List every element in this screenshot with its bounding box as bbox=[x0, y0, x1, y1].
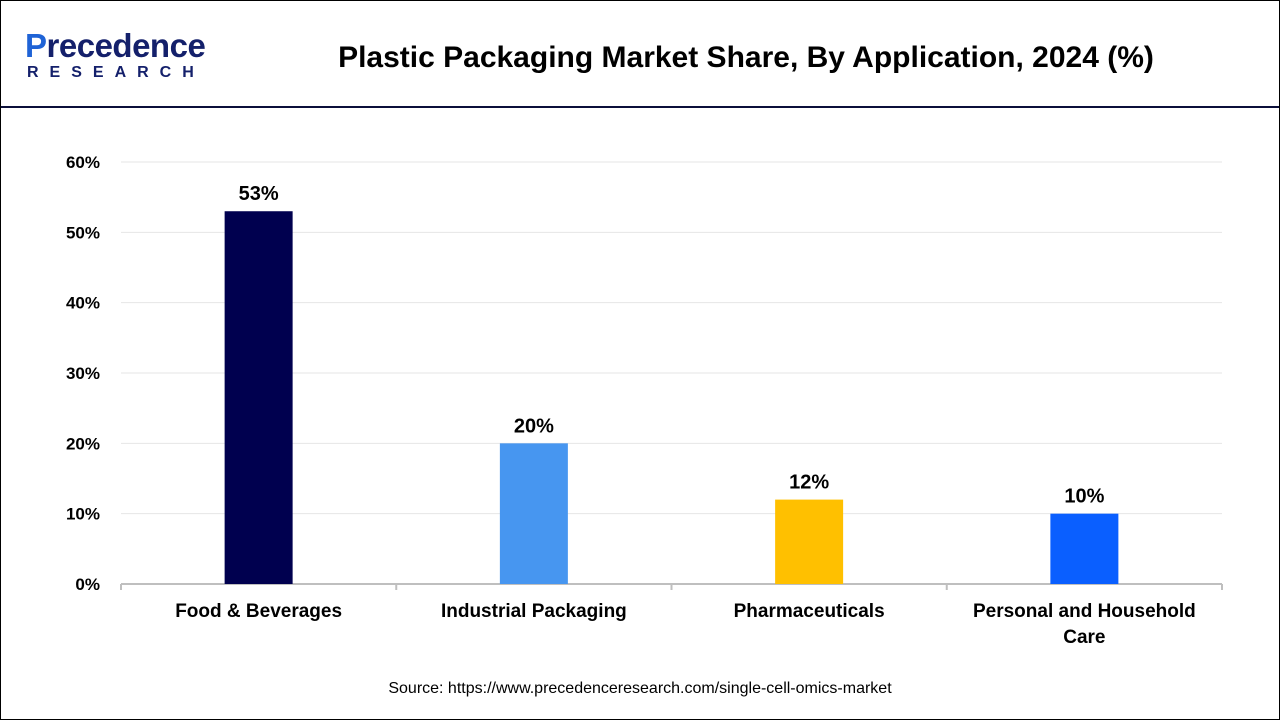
y-tick-label: 30% bbox=[66, 364, 100, 383]
data-label: 12% bbox=[789, 472, 829, 494]
header: Precedence RESEARCH Plastic Packaging Ma… bbox=[1, 1, 1279, 108]
y-tick-label: 0% bbox=[75, 575, 100, 594]
x-tick-label: Personal and Household Care bbox=[973, 601, 1196, 648]
data-label: 20% bbox=[514, 415, 554, 437]
data-label: 10% bbox=[1064, 486, 1104, 508]
bar-0 bbox=[224, 211, 293, 584]
bar-2 bbox=[775, 499, 844, 584]
y-tick-label: 60% bbox=[66, 153, 100, 172]
logo: Precedence RESEARCH bbox=[25, 27, 215, 87]
y-tick-label: 20% bbox=[66, 434, 100, 453]
y-tick-label: 50% bbox=[66, 223, 100, 242]
bar-3 bbox=[1050, 513, 1119, 584]
data-label: 53% bbox=[239, 183, 279, 205]
x-tick-label: Food & Beverages bbox=[175, 601, 342, 622]
logo-subtext: RESEARCH bbox=[27, 64, 205, 81]
chart-title: Plastic Packaging Market Share, By Appli… bbox=[338, 41, 1154, 74]
source-text: Source: https://www.precedenceresearch.c… bbox=[388, 680, 892, 697]
logo-text: Precedence bbox=[25, 27, 206, 64]
x-tick-label: Pharmaceuticals bbox=[734, 601, 885, 622]
bar-1 bbox=[499, 443, 568, 584]
y-tick-label: 40% bbox=[66, 294, 100, 313]
y-tick-label: 10% bbox=[66, 505, 100, 524]
x-tick-label: Industrial Packaging bbox=[441, 601, 627, 622]
